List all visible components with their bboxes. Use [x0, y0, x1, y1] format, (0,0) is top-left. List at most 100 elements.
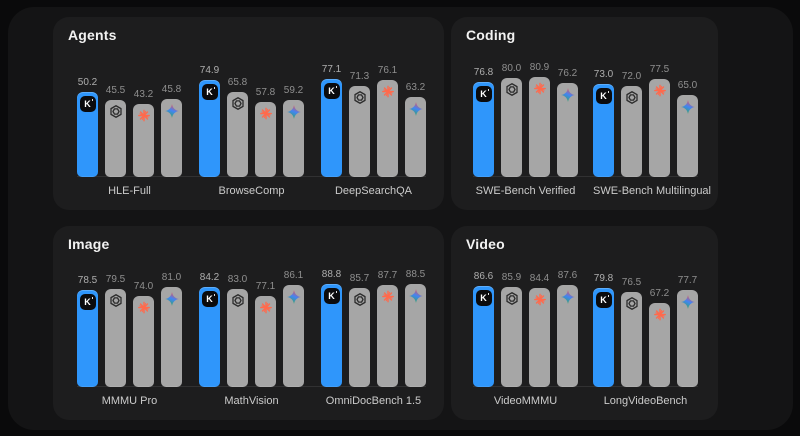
gemini-sparkle-icon — [408, 288, 424, 304]
benchmark-group: 88.8 K 85.7 87.7 88.5 OmniDocBench 1.5 — [321, 269, 426, 407]
bar-openai: 85.7 — [349, 273, 370, 387]
claude-starburst-icon — [380, 289, 395, 304]
bar-value-label: 80.0 — [501, 63, 522, 74]
gemini-sparkle-icon — [560, 87, 576, 103]
benchmark-group: 79.8 K 76.5 67.2 77.7 LongVideoBench — [593, 273, 698, 407]
bar-value-label: 65.0 — [677, 80, 698, 91]
kimi-k-badge-icon: K — [201, 291, 218, 307]
bar-value-label: 86.6 — [473, 271, 494, 282]
panel-grid: Agents 50.2 K 45.5 43.2 45.8 HLE-Full 74.9 K 65.8… — [53, 17, 718, 420]
bar-value-label: 77.1 — [255, 281, 276, 292]
openai-logo-icon — [352, 90, 367, 105]
bar-kimi: 88.8 K — [321, 269, 342, 387]
bar-gemini: 77.7 — [677, 275, 698, 387]
gemini-sparkle-icon — [560, 289, 576, 305]
bar-value-label: 76.8 — [473, 67, 494, 78]
bar-value-label: 45.5 — [105, 85, 126, 96]
benchmark-label: DeepSearchQA — [334, 185, 413, 197]
panel-image: Image 78.5 K 79.5 74.0 81.0 MMMU Pro 84.2 K 83.0 7… — [53, 226, 444, 420]
bar-claude: 87.7 — [377, 270, 398, 387]
claude-starburst-icon — [380, 84, 395, 99]
gemini-sparkle-icon — [164, 291, 180, 307]
openai-logo-icon — [624, 296, 639, 311]
bar-kimi: 78.5 K — [77, 275, 98, 387]
panel-coding: Coding 76.8 K 80.0 80.9 76.2 SWE-Bench Verifie… — [451, 17, 718, 210]
bar-kimi: 50.2 K — [77, 77, 98, 177]
benchmark-label: MathVision — [224, 395, 279, 407]
bar-gemini: 59.2 — [283, 85, 304, 177]
bar-group: 88.8 K 85.7 87.7 88.5 — [321, 269, 426, 387]
kimi-k-letter: K — [79, 294, 96, 310]
bar-claude: 43.2 — [133, 89, 154, 177]
bar-value-label: 87.6 — [557, 270, 578, 281]
bar-openai: 45.5 — [105, 85, 126, 177]
bar-value-label: 79.8 — [593, 273, 614, 284]
bar-chart: 76.8 K 80.0 80.9 76.2 SWE-Bench Verified 73.0 K… — [473, 62, 711, 197]
bar-value-label: 74.9 — [199, 65, 220, 76]
bar-value-label: 85.9 — [501, 272, 522, 283]
bar-value-label: 80.9 — [529, 62, 550, 73]
claude-starburst-icon — [136, 300, 151, 315]
kimi-k-badge-icon: K — [475, 86, 492, 102]
bar-value-label: 63.2 — [405, 82, 426, 93]
gemini-sparkle-icon — [164, 103, 180, 119]
bar-value-label: 72.0 — [621, 71, 642, 82]
claude-starburst-icon — [258, 106, 273, 121]
openai-logo-icon — [108, 104, 123, 119]
gemini-sparkle-icon — [680, 99, 696, 115]
kimi-k-badge-icon: K — [323, 288, 340, 304]
claude-starburst-icon — [136, 108, 151, 123]
kimi-k-badge-icon: K — [595, 292, 612, 308]
openai-logo-icon — [352, 292, 367, 307]
bar-openai: 65.8 — [227, 77, 248, 177]
kimi-k-letter: K — [201, 84, 218, 100]
bar-gemini: 88.5 — [405, 269, 426, 387]
bar-value-label: 77.7 — [677, 275, 698, 286]
bar-group: 74.9 K 65.8 57.8 59.2 — [199, 65, 304, 177]
bar-value-label: 88.8 — [321, 269, 342, 280]
kimi-k-letter: K — [79, 96, 96, 112]
bar-value-label: 77.1 — [321, 64, 342, 75]
bar-gemini: 63.2 — [405, 82, 426, 177]
bar-claude: 57.8 — [255, 87, 276, 177]
bar-openai: 72.0 — [621, 71, 642, 177]
bar-gemini: 65.0 — [677, 80, 698, 177]
bar-value-label: 45.8 — [161, 84, 182, 95]
bar-value-label: 84.4 — [529, 273, 550, 284]
bar-value-label: 78.5 — [77, 275, 98, 286]
gemini-sparkle-icon — [680, 294, 696, 310]
benchmark-label: VideoMMMU — [493, 395, 558, 407]
bar-group: 77.1 K 71.3 76.1 63.2 — [321, 64, 426, 177]
benchmark-group: 74.9 K 65.8 57.8 59.2 BrowseComp — [199, 65, 304, 197]
panel-agents: Agents 50.2 K 45.5 43.2 45.8 HLE-Full 74.9 K 65.8… — [53, 17, 444, 210]
bar-value-label: 43.2 — [133, 89, 154, 100]
bar-value-label: 71.3 — [349, 71, 370, 82]
kimi-k-letter: K — [201, 291, 218, 307]
bar-claude: 77.1 — [255, 281, 276, 387]
bar-kimi: 74.9 K — [199, 65, 220, 177]
claude-starburst-icon — [652, 83, 667, 98]
kimi-k-badge-icon: K — [79, 96, 96, 112]
bar-claude: 84.4 — [529, 273, 550, 387]
bar-value-label: 81.0 — [161, 272, 182, 283]
bar-gemini: 87.6 — [557, 270, 578, 387]
bar-value-label: 77.5 — [649, 64, 670, 75]
bar-value-label: 73.0 — [593, 69, 614, 80]
bar-kimi: 84.2 K — [199, 272, 220, 387]
kimi-k-badge-icon: K — [323, 83, 340, 99]
claude-starburst-icon — [532, 81, 547, 96]
benchmark-group: 78.5 K 79.5 74.0 81.0 MMMU Pro — [77, 272, 182, 407]
bar-value-label: 79.5 — [105, 274, 126, 285]
kimi-k-letter: K — [475, 290, 492, 306]
bar-value-label: 50.2 — [77, 77, 98, 88]
chart-baseline — [77, 386, 426, 387]
bar-group: 79.8 K 76.5 67.2 77.7 — [593, 273, 698, 387]
gemini-sparkle-icon — [286, 104, 302, 120]
benchmark-group: 76.8 K 80.0 80.9 76.2 SWE-Bench Verified — [473, 62, 578, 197]
bar-value-label: 57.8 — [255, 87, 276, 98]
kimi-k-badge-icon: K — [201, 84, 218, 100]
bar-openai: 71.3 — [349, 71, 370, 177]
bar-claude: 74.0 — [133, 281, 154, 387]
benchmark-group: 84.2 K 83.0 77.1 86.1 MathVision — [199, 270, 304, 407]
panel-title: Coding — [466, 27, 516, 43]
